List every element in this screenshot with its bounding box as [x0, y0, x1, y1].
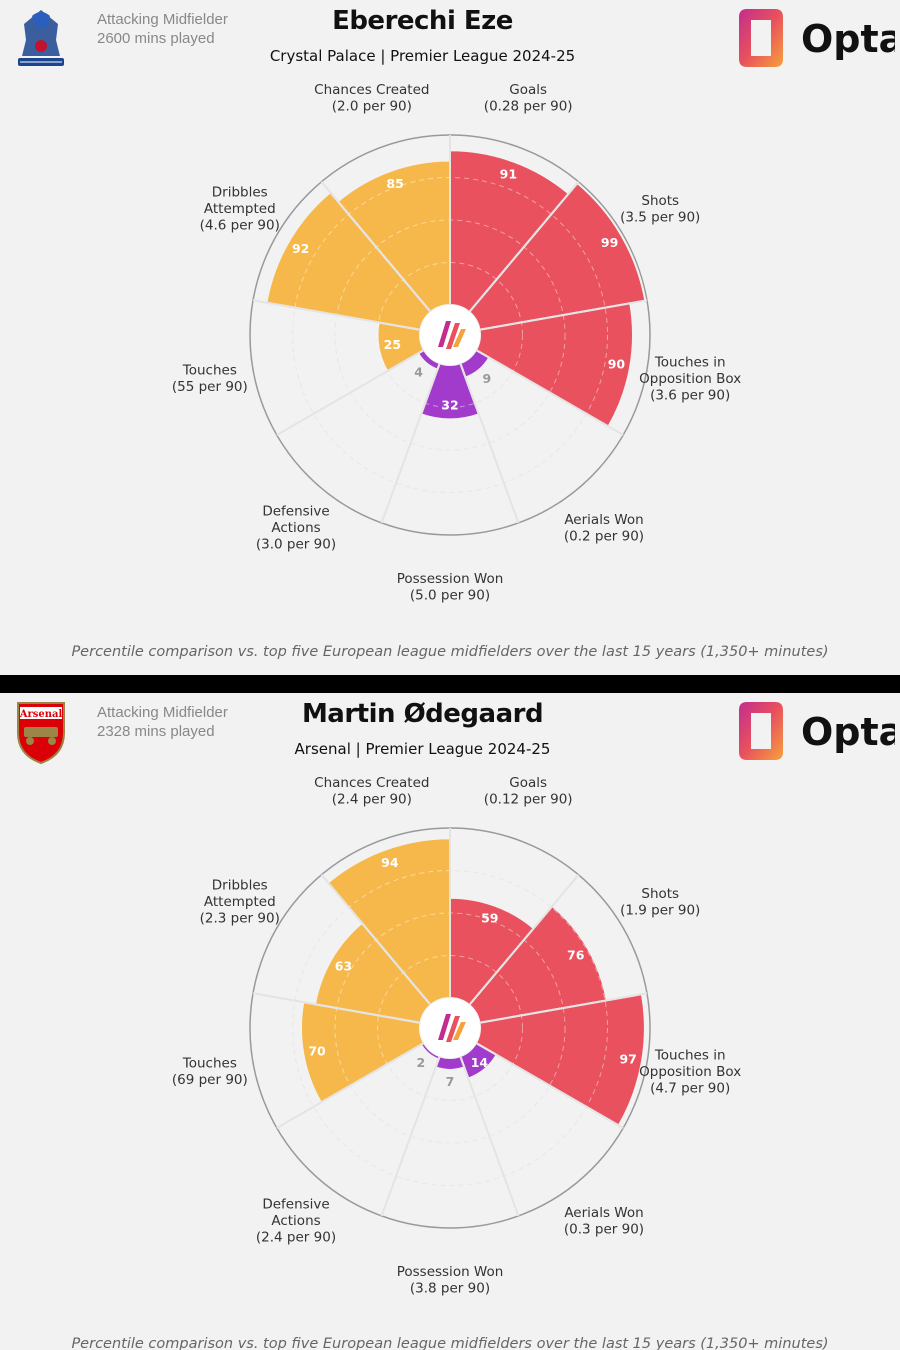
radar-category-label: Chances Created (2.0 per 90) — [314, 82, 429, 115]
radar-spoke — [475, 349, 624, 436]
player-panel-eze: Attacking Midfielder 2600 mins played Eb… — [0, 0, 900, 675]
radar-category-label: Chances Created (2.4 per 90) — [314, 775, 429, 808]
radar-grid-ring-overlay — [377, 955, 523, 1101]
radar-value-label: 32 — [441, 397, 458, 412]
radar-spoke — [252, 992, 421, 1024]
radar-spoke — [276, 1042, 425, 1129]
radar-chart-odegaard: 59 Goals (0.12 per 90) 76 Shots (1.9 per 90) 9… — [172, 775, 741, 1297]
radar-category-label: Dribbles Attempted (2.3 per 90) — [200, 878, 280, 927]
arsenal-crest: Arsenal — [12, 699, 70, 765]
radar-spoke — [320, 874, 432, 1006]
radar-spoke — [380, 1055, 441, 1217]
radar-category-label: Aerials Won (0.2 per 90) — [564, 512, 644, 545]
radar-category-label: Aerials Won (0.3 per 90) — [564, 1205, 644, 1238]
radar-category-label: Shots (3.5 per 90) — [620, 193, 700, 226]
svg-text:Opta: Opta — [801, 17, 895, 61]
radar-category-label: Possession Won (3.8 per 90) — [397, 1264, 504, 1297]
player-subtitle: Arsenal | Premier League 2024-25 — [294, 740, 551, 758]
radar-center — [420, 998, 480, 1058]
radar-spoke — [479, 299, 648, 331]
radar-spoke — [468, 181, 580, 313]
radar-value-label: 70 — [308, 1043, 326, 1058]
radar-value-label: 59 — [481, 911, 498, 926]
radar-value-label: 63 — [335, 958, 352, 973]
radar-category-label: Defensive Actions (3.0 per 90) — [256, 504, 336, 553]
chart-footnote: Percentile comparison vs. top five Europ… — [71, 1336, 829, 1350]
radar-category-label: Goals (0.28 per 90) — [484, 82, 573, 115]
crystal-palace-crest — [12, 6, 70, 72]
radar-value-label: 94 — [381, 855, 399, 870]
radar-value-label: 7 — [446, 1074, 455, 1089]
svg-text:Arsenal: Arsenal — [19, 709, 63, 720]
radar-value-label: 97 — [619, 1051, 636, 1066]
radar-category-label: Defensive Actions (2.4 per 90) — [256, 1197, 336, 1246]
radar-value-label: 91 — [500, 167, 517, 182]
radar-center — [420, 305, 480, 365]
radar-value-label: 90 — [608, 356, 626, 371]
radar-spoke — [320, 181, 432, 313]
radar-value-label: 25 — [384, 337, 401, 352]
radar-value-label: 76 — [567, 947, 585, 962]
player-panel-odegaard: Arsenal Attacking Midfielder 2328 mins p… — [0, 693, 900, 1350]
player-role: Attacking Midfielder 2600 mins played — [97, 11, 228, 47]
radar-value-label: 4 — [414, 364, 423, 379]
opta-logo: Opta — [735, 6, 900, 70]
player-subtitle: Crystal Palace | Premier League 2024-25 — [269, 47, 576, 65]
opta-center-icon — [438, 1014, 466, 1042]
radar-spoke — [479, 992, 648, 1024]
radar-value-label: 9 — [482, 371, 491, 386]
radar-spoke — [459, 1055, 520, 1217]
radar-value-label: 2 — [416, 1055, 425, 1070]
opta-logo: Opta — [735, 699, 900, 763]
radar-value-label: 99 — [601, 235, 618, 250]
radar-category-label: Touches in Opposition Box (4.7 per 90) — [639, 1047, 741, 1096]
radar-spoke — [475, 1042, 624, 1129]
chart-footnote: Percentile comparison vs. top five Europ… — [71, 644, 829, 660]
player-role: Attacking Midfielder 2328 mins played — [97, 704, 228, 740]
opta-center-icon — [438, 321, 466, 349]
radar-spoke — [276, 349, 425, 436]
player-name: Martin Ødegaard — [301, 699, 544, 729]
radar-category-label: Possession Won (5.0 per 90) — [397, 571, 504, 604]
radar-spoke — [252, 299, 421, 331]
radar-category-label: Touches (69 per 90) — [172, 1056, 248, 1089]
radar-category-label: Dribbles Attempted (4.6 per 90) — [200, 185, 280, 234]
player-name: Eberechi Eze — [332, 6, 513, 36]
radar-category-label: Shots (1.9 per 90) — [620, 886, 700, 919]
svg-text:Opta: Opta — [801, 710, 895, 754]
radar-spoke — [380, 362, 441, 524]
radar-value-label: 92 — [292, 241, 309, 256]
radar-value-label: 85 — [386, 176, 403, 191]
radar-value-label: 14 — [471, 1055, 489, 1070]
radar-category-label: Goals (0.12 per 90) — [484, 775, 573, 808]
radar-spoke — [468, 874, 580, 1006]
radar-grid-ring-overlay — [377, 262, 523, 408]
radar-spoke — [459, 362, 520, 524]
radar-category-label: Touches in Opposition Box (3.6 per 90) — [639, 354, 741, 403]
radar-category-label: Touches (55 per 90) — [172, 363, 248, 396]
